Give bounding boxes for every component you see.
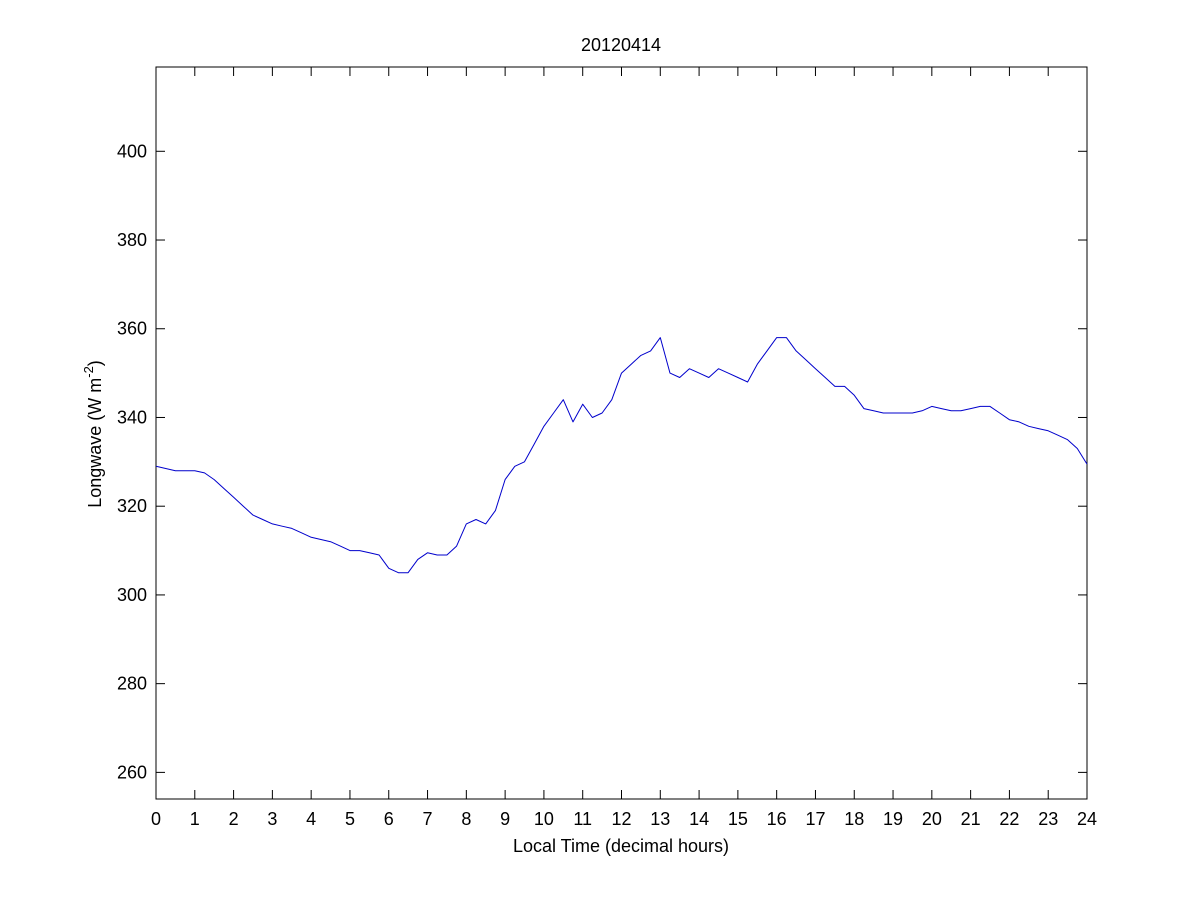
y-tick-label-380: 380 [117,230,147,250]
x-tick-label-6: 6 [384,809,394,829]
x-tick-label-8: 8 [461,809,471,829]
plot-area [155,66,1088,800]
y-axis-label-suffix: ) [85,360,105,366]
x-tick-label-20: 20 [922,809,942,829]
x-tick-label-7: 7 [423,809,433,829]
axes-frame [155,66,1088,800]
x-axis-label: Local Time (decimal hours) [513,836,729,856]
axis-ticks: 0 1 2 3 4 5 6 7 8 9 10 11 12 13 14 15 16 17 18 19 20 21 22 23 24… [117,67,1097,829]
x-tick-label-18: 18 [844,809,864,829]
chart-title: 20120414 [581,35,661,55]
y-tick-label-260: 260 [117,762,147,782]
x-tick-label-21: 21 [961,809,981,829]
x-tick-label-5: 5 [345,809,355,829]
y-tick-label-340: 340 [117,407,147,427]
x-tick-label-1: 1 [190,809,200,829]
x-tick-label-23: 23 [1038,809,1058,829]
x-tick-label-2: 2 [229,809,239,829]
x-tick-label-10: 10 [534,809,554,829]
y-axis-label: Longwave (W m-2) [81,360,105,508]
x-tick-label-11: 11 [573,809,592,829]
y-tick-label-300: 300 [117,585,147,605]
x-tick-label-22: 22 [999,809,1019,829]
x-tick-label-3: 3 [267,809,277,829]
data-series-line-0 [155,337,1088,574]
y-axis-label-exponent: -2 [81,366,96,378]
x-tick-label-24: 24 [1077,809,1097,829]
y-tick-label-400: 400 [117,141,147,161]
x-tick-label-17: 17 [805,809,825,829]
y-axis-label-main: Longwave (W m [85,378,105,508]
y-tick-label-280: 280 [117,674,147,694]
x-tick-label-13: 13 [650,809,670,829]
x-tick-label-16: 16 [767,809,787,829]
x-tick-label-12: 12 [611,809,631,829]
x-tick-label-14: 14 [689,809,709,829]
x-tick-label-4: 4 [306,809,316,829]
y-tick-label-360: 360 [117,319,147,339]
x-tick-label-0: 0 [151,809,161,829]
y-tick-label-320: 320 [117,496,147,516]
x-tick-label-9: 9 [500,809,510,829]
x-tick-label-15: 15 [728,809,748,829]
x-tick-label-19: 19 [883,809,903,829]
